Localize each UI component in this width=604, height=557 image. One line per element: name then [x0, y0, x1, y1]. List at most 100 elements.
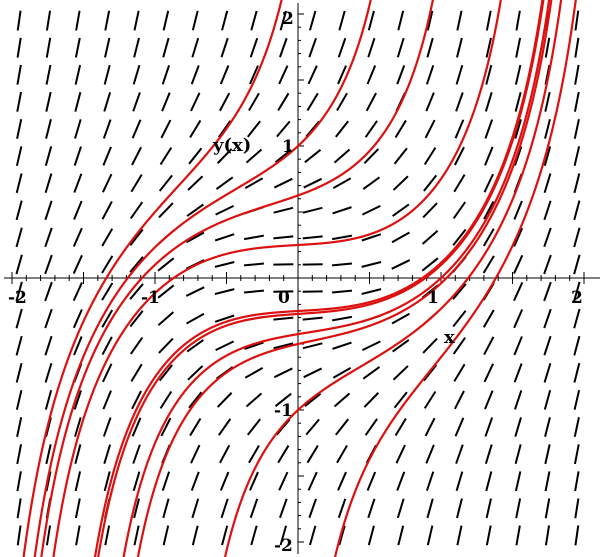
- slope-segment: [190, 471, 200, 491]
- slope-segment: [543, 173, 552, 194]
- slope-segment: [216, 392, 233, 408]
- slope-segment: [162, 525, 170, 546]
- slope-segment: [395, 444, 406, 464]
- slope-segment: [302, 206, 323, 214]
- slope-segment: [74, 444, 82, 465]
- slope-segment: [273, 177, 293, 189]
- slope-segment: [452, 228, 467, 246]
- slope-segment: [515, 498, 522, 519]
- slope-segment: [485, 64, 493, 85]
- slope-segment: [273, 316, 294, 321]
- slope-segment: [220, 37, 229, 58]
- slope-segment: [160, 119, 172, 139]
- slope-segment: [72, 309, 83, 329]
- slope-segment: [456, 37, 463, 58]
- slope-segment: [302, 342, 323, 350]
- slope-segment: [332, 315, 353, 322]
- slope-segment: [396, 498, 405, 519]
- slope-segment: [543, 254, 552, 275]
- slope-segment: [15, 173, 23, 194]
- slope-segment: [219, 471, 230, 491]
- slope-segment: [573, 118, 580, 139]
- slope-segment: [161, 64, 171, 85]
- slope-segment: [515, 37, 522, 58]
- slope-segment: [161, 92, 171, 112]
- slope-segment: [366, 65, 377, 85]
- slope-segment: [190, 65, 200, 85]
- slope-segment: [101, 336, 113, 356]
- slope-segment: [129, 336, 144, 355]
- slope-segment: [514, 64, 522, 85]
- slope-segment: [243, 289, 265, 294]
- slope-segment: [544, 64, 551, 85]
- x-tick-label: 2: [571, 288, 583, 308]
- slope-segment: [544, 471, 551, 492]
- slope-segment: [44, 362, 53, 383]
- solution-curve-7: [333, 0, 577, 557]
- slope-segment: [103, 444, 112, 464]
- slope-segment: [396, 37, 405, 58]
- slope-segment: [248, 444, 260, 464]
- slope-segment: [45, 91, 52, 112]
- slope-segment: [514, 146, 523, 166]
- slope-segment: [15, 389, 23, 410]
- slope-segment: [279, 10, 288, 31]
- slope-segment: [513, 200, 523, 220]
- slope-segment: [452, 336, 467, 355]
- slope-segment: [338, 10, 346, 31]
- slope-segment: [422, 202, 438, 219]
- slope-segment: [306, 92, 319, 111]
- slope-segment: [246, 418, 261, 436]
- slope-segment: [190, 92, 201, 112]
- slope-segment: [573, 227, 581, 248]
- slope-segment: [221, 525, 229, 546]
- slope-segment: [573, 444, 580, 465]
- slope-segment: [513, 282, 524, 302]
- y-tick-label: -1: [274, 401, 293, 421]
- solution-curve-3: [93, 0, 544, 557]
- slope-segment: [16, 444, 23, 465]
- slope-segment: [544, 498, 551, 519]
- slope-segment: [15, 335, 23, 356]
- slope-segment: [365, 92, 377, 112]
- slope-segment: [130, 174, 143, 193]
- slope-segment: [44, 390, 53, 410]
- slope-segment: [191, 525, 199, 546]
- slope-segment: [482, 255, 495, 274]
- slope-segment: [244, 367, 264, 379]
- slope-segment: [302, 316, 323, 321]
- slope-segment: [513, 227, 524, 247]
- slope-segment: [158, 364, 173, 382]
- slope-segment: [220, 498, 229, 519]
- slope-segment: [456, 498, 463, 519]
- slope-segment: [219, 65, 230, 85]
- slope-segment: [513, 309, 524, 329]
- slope-segment: [308, 525, 317, 546]
- slope-segment: [543, 335, 552, 356]
- slope-segment: [574, 10, 580, 31]
- slope-segment: [129, 228, 144, 246]
- slope-segment: [573, 362, 581, 383]
- slope-segment: [74, 37, 81, 58]
- slope-segment: [246, 120, 261, 138]
- slope-segment: [397, 525, 405, 546]
- slope-segment: [162, 498, 170, 519]
- slope-segment: [243, 234, 264, 241]
- slope-segment: [101, 282, 114, 301]
- slope-segment: [454, 390, 465, 410]
- slope-segment: [308, 498, 317, 519]
- slope-segment: [482, 309, 495, 328]
- slope-segment: [573, 254, 581, 275]
- slope-segment: [214, 233, 235, 242]
- slope-segment: [250, 10, 258, 31]
- slope-segment: [422, 337, 438, 354]
- slope-segment: [423, 364, 438, 382]
- slope-segment: [44, 335, 53, 356]
- slope-segment: [249, 498, 259, 519]
- slope-segment: [215, 340, 235, 352]
- slope-segment: [45, 471, 52, 492]
- slope-segment: [45, 10, 52, 31]
- slope-segment: [363, 392, 380, 408]
- x-tick-label: 1: [427, 288, 439, 308]
